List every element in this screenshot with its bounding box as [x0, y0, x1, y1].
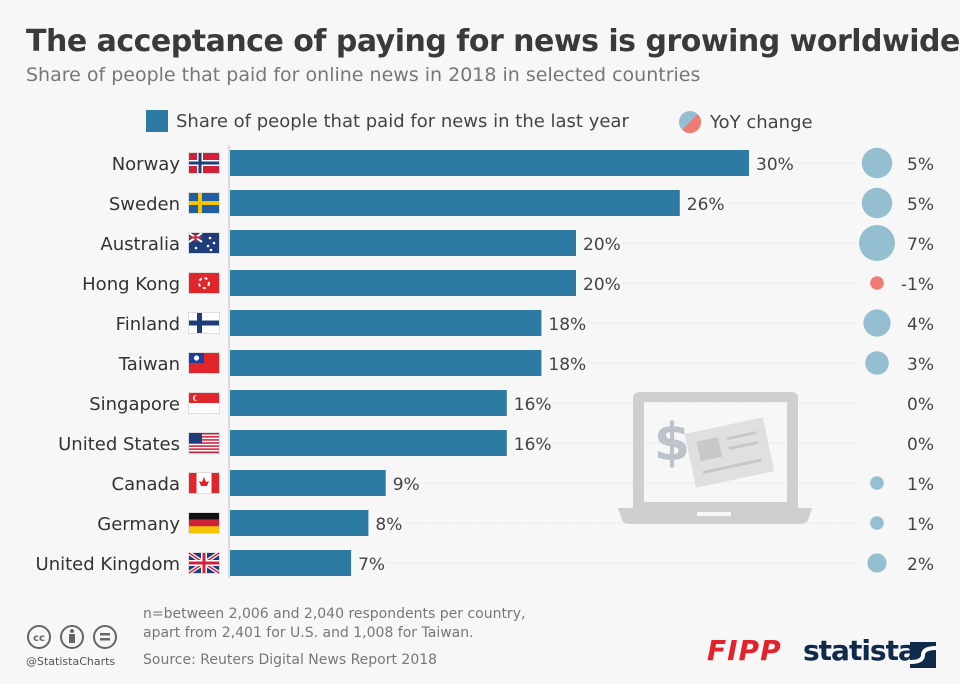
bar-value-label: 9% — [393, 475, 420, 495]
bar-row-norway: Norway 30% 5% — [112, 147, 934, 179]
flag-icon — [188, 352, 220, 374]
yoy-value-label: 7% — [907, 235, 934, 255]
category-label: Taiwan — [118, 354, 180, 375]
bar-value-label: 7% — [358, 555, 385, 575]
source-note: Source: Reuters Digital News Report 2018 — [143, 652, 438, 668]
yoy-value-label: -1% — [901, 275, 934, 295]
bar-value-label: 26% — [687, 195, 725, 215]
legend-label-share: Share of people that paid for news in th… — [176, 110, 629, 132]
bar-row-canada: Canada 9% 1% — [112, 470, 934, 496]
bar — [230, 550, 352, 576]
category-label: Sweden — [109, 194, 180, 215]
bar-row-united-states: United States 16% 0% — [58, 430, 934, 456]
legend-item-share: Share of people that paid for news in th… — [146, 110, 629, 132]
bar-value-label: 16% — [514, 435, 552, 455]
flag-icon — [187, 551, 221, 575]
svg-text:$: $ — [654, 413, 690, 473]
yoy-bubble — [870, 476, 884, 490]
bar-value-label: 18% — [548, 315, 586, 335]
bar-row-taiwan: Taiwan 18% 3% — [118, 350, 934, 376]
bar-value-label: 16% — [514, 395, 552, 415]
yoy-value-label: 2% — [907, 555, 934, 575]
yoy-value-label: 5% — [907, 195, 934, 215]
yoy-bubble — [870, 516, 884, 530]
laptop-illustration: $ — [618, 392, 812, 524]
category-label: Australia — [100, 234, 180, 255]
fipp-logo: FIPP — [707, 634, 782, 667]
chart-title: The acceptance of paying for news is gro… — [26, 24, 960, 59]
yoy-bubble — [867, 553, 887, 573]
statista-logo: statista — [803, 634, 917, 667]
creative-commons-icons: cc — [27, 625, 117, 649]
yoy-value-label: 3% — [907, 355, 934, 375]
bar-value-label: 18% — [548, 355, 586, 375]
bar-row-finland: Finland 18% 4% — [116, 309, 934, 337]
category-label: Germany — [97, 514, 180, 535]
yoy-bubble — [861, 187, 893, 219]
bar — [230, 350, 542, 376]
legend-swatch-bar — [146, 110, 168, 132]
bar-row-australia: Australia 20% 7% — [100, 225, 934, 261]
flag-icon — [188, 192, 220, 214]
flag-icon — [188, 512, 220, 534]
footnote-line1: n=between 2,006 and 2,040 respondents pe… — [143, 606, 526, 622]
flag-icon — [188, 392, 220, 414]
flag-icon — [188, 312, 220, 334]
bar-value-label: 20% — [583, 235, 621, 255]
legend-label-yoy: YoY change — [710, 111, 813, 133]
bar — [230, 190, 680, 216]
chart-subtitle: Share of people that paid for online new… — [26, 64, 701, 86]
yoy-bubble — [859, 225, 895, 261]
category-label: Finland — [116, 314, 180, 335]
bar-row-sweden: Sweden 26% 5% — [109, 187, 934, 219]
bar-row-hong-kong: Hong Kong 20% -1% — [82, 270, 934, 296]
yoy-bubble — [861, 147, 893, 179]
category-label: United States — [58, 434, 180, 455]
statista-logo-mark — [910, 642, 936, 668]
category-label: Hong Kong — [82, 274, 180, 295]
bar-row-united-kingdom: United Kingdom 7% 2% — [36, 550, 934, 576]
bar — [230, 470, 386, 496]
bar — [230, 390, 507, 416]
statista-handle: @StatistaCharts — [26, 655, 116, 668]
bar-value-label: 20% — [583, 275, 621, 295]
yoy-value-label: 1% — [907, 475, 934, 495]
yoy-value-label: 5% — [907, 155, 934, 175]
bar-value-label: 30% — [756, 155, 794, 175]
footnote-line2: apart from 2,401 for U.S. and 1,008 for … — [143, 625, 474, 641]
bar — [230, 430, 507, 456]
yoy-value-label: 1% — [907, 515, 934, 535]
category-label: United Kingdom — [36, 554, 180, 575]
bar-value-label: 8% — [375, 515, 402, 535]
category-label: Norway — [112, 154, 181, 175]
bar — [230, 510, 369, 536]
flag-icon — [188, 232, 220, 254]
bar-row-germany: Germany 8% 1% — [97, 510, 934, 536]
flag-icon — [188, 432, 220, 454]
bar — [230, 270, 576, 296]
yoy-bubble — [870, 276, 884, 290]
bar — [230, 310, 542, 336]
flag-icon — [188, 272, 220, 294]
bar-row-singapore: Singapore 16% 0% — [89, 390, 934, 416]
yoy-value-label: 0% — [907, 435, 934, 455]
flag-icon — [188, 152, 220, 174]
category-label: Canada — [112, 474, 181, 495]
legend-item-yoy: YoY change — [678, 110, 813, 134]
legend-swatch-bubble — [679, 111, 702, 134]
category-label: Singapore — [89, 394, 180, 415]
yoy-bubble — [863, 309, 891, 337]
yoy-bubble — [865, 351, 889, 375]
svg-text:cc: cc — [33, 633, 45, 644]
bar — [230, 230, 576, 256]
bar — [230, 150, 749, 176]
yoy-value-label: 4% — [907, 315, 934, 335]
flag-icon — [188, 472, 220, 494]
yoy-value-label: 0% — [907, 395, 934, 415]
